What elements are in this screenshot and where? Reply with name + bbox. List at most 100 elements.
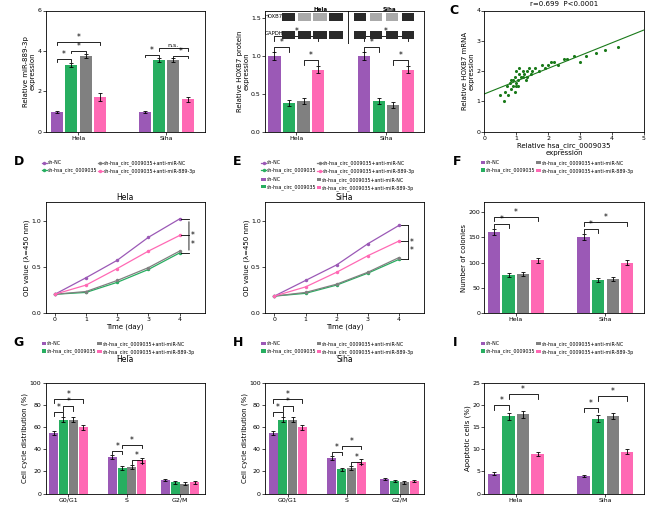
- Bar: [621, 262, 633, 312]
- Y-axis label: Relative HOXB7 protein
expression: Relative HOXB7 protein expression: [237, 30, 250, 112]
- Text: *: *: [611, 387, 615, 396]
- Point: [527, 67, 538, 75]
- Bar: [59, 419, 68, 494]
- Y-axis label: Relative miR-889-3p
expression: Relative miR-889-3p expression: [23, 36, 36, 107]
- Text: *: *: [350, 437, 354, 446]
- Y-axis label: Relative HOXB7 mRNA
expression: Relative HOXB7 mRNA expression: [462, 32, 475, 110]
- Text: *: *: [62, 50, 66, 59]
- Bar: [181, 484, 189, 494]
- Bar: [51, 111, 63, 132]
- Text: *: *: [150, 46, 154, 55]
- Text: *: *: [603, 214, 607, 223]
- Bar: [402, 70, 414, 132]
- Text: *: *: [280, 38, 283, 47]
- Point: [510, 88, 520, 97]
- Point: [513, 82, 523, 90]
- Bar: [357, 461, 366, 494]
- Text: *: *: [410, 238, 414, 247]
- Point: [536, 61, 547, 69]
- Bar: [137, 460, 146, 494]
- Point: [499, 97, 509, 106]
- Legend: sh-NC, sh-hsa_circ_0009035, sh-hsa_circ_0009035+anti-miR-NC, sh-hsa_circ_0009035: sh-NC, sh-hsa_circ_0009035, sh-hsa_circ_…: [40, 339, 197, 357]
- Text: n.s.: n.s.: [168, 44, 179, 48]
- Bar: [283, 103, 295, 132]
- Bar: [288, 419, 297, 494]
- Point: [510, 73, 520, 81]
- Point: [552, 61, 563, 69]
- Bar: [161, 480, 170, 493]
- Bar: [387, 105, 399, 132]
- Text: *: *: [354, 453, 358, 461]
- X-axis label: Time (day): Time (day): [106, 323, 144, 330]
- Bar: [49, 433, 58, 494]
- Bar: [532, 260, 544, 312]
- Bar: [606, 416, 619, 494]
- Point: [524, 64, 534, 72]
- Title: SiHa: SiHa: [336, 193, 353, 202]
- Text: H: H: [233, 336, 244, 349]
- Title: Hela: Hela: [116, 193, 134, 202]
- Text: *: *: [499, 215, 503, 225]
- Y-axis label: Apoptotic cells (%): Apoptotic cells (%): [465, 405, 471, 471]
- Point: [519, 70, 529, 78]
- Bar: [118, 468, 127, 494]
- Text: *: *: [384, 26, 388, 36]
- Point: [503, 91, 514, 100]
- X-axis label: Relative hsa_circ_0009035
expression: Relative hsa_circ_0009035 expression: [517, 142, 611, 156]
- Legend: sh-NC, sh-hsa_circ_0009035, sh-hsa_circ_0009035+anti-miR-NC, sh-hsa_circ_0009035: sh-NC, sh-hsa_circ_0009035, sh-hsa_circ_…: [259, 159, 417, 176]
- Point: [562, 55, 573, 63]
- Bar: [517, 414, 529, 494]
- Legend: sh-NC, sh-hsa_circ_0009035, sh-hsa_circ_0009035+anti-miR-NC, sh-hsa_circ_0009035: sh-NC, sh-hsa_circ_0009035, sh-hsa_circ_…: [259, 175, 416, 193]
- Point: [514, 64, 525, 72]
- Legend: sh-NC, sh-hsa_circ_0009035, sh-hsa_circ_0009035+anti-miR-NC, sh-hsa_circ_0009035: sh-NC, sh-hsa_circ_0009035, sh-hsa_circ_…: [40, 159, 198, 176]
- Point: [511, 82, 521, 90]
- Bar: [79, 56, 92, 132]
- Bar: [577, 237, 590, 312]
- X-axis label: Time (day): Time (day): [326, 323, 363, 330]
- Text: G: G: [14, 336, 24, 349]
- Point: [534, 67, 544, 75]
- Text: *: *: [190, 232, 194, 240]
- Text: I: I: [452, 336, 457, 349]
- Bar: [410, 481, 419, 493]
- Text: *: *: [521, 385, 525, 394]
- Text: *: *: [294, 26, 298, 36]
- Text: C: C: [449, 4, 459, 17]
- Legend: sh-NC, sh-hsa_circ_0009035, sh-hsa_circ_0009035+anti-miR-NC, sh-hsa_circ_0009035: sh-NC, sh-hsa_circ_0009035, sh-hsa_circ_…: [479, 339, 636, 357]
- Text: *: *: [309, 51, 313, 60]
- Point: [504, 79, 515, 88]
- Text: *: *: [398, 51, 402, 60]
- Point: [591, 49, 601, 57]
- Point: [508, 76, 518, 85]
- Point: [522, 73, 532, 81]
- Point: [500, 88, 510, 97]
- Bar: [153, 60, 165, 132]
- Bar: [532, 454, 544, 494]
- Y-axis label: Number of colonies: Number of colonies: [461, 224, 467, 291]
- Point: [506, 76, 517, 85]
- Point: [543, 61, 553, 69]
- Point: [522, 67, 532, 75]
- Bar: [328, 458, 336, 493]
- Point: [540, 64, 550, 72]
- Bar: [278, 419, 287, 494]
- Bar: [347, 468, 356, 494]
- Bar: [65, 65, 77, 132]
- Bar: [108, 457, 117, 493]
- Point: [517, 67, 528, 75]
- Bar: [94, 98, 106, 132]
- Bar: [517, 274, 529, 312]
- Y-axis label: Cell cycle distribution (%): Cell cycle distribution (%): [241, 393, 248, 484]
- Text: E: E: [233, 155, 242, 168]
- Point: [525, 70, 536, 78]
- Point: [506, 85, 517, 93]
- Bar: [312, 70, 324, 132]
- Bar: [79, 427, 88, 494]
- Point: [516, 73, 526, 81]
- Bar: [372, 101, 385, 132]
- Text: *: *: [130, 436, 134, 445]
- Bar: [268, 56, 281, 132]
- Text: *: *: [179, 47, 183, 56]
- Bar: [488, 474, 500, 494]
- Bar: [181, 99, 194, 132]
